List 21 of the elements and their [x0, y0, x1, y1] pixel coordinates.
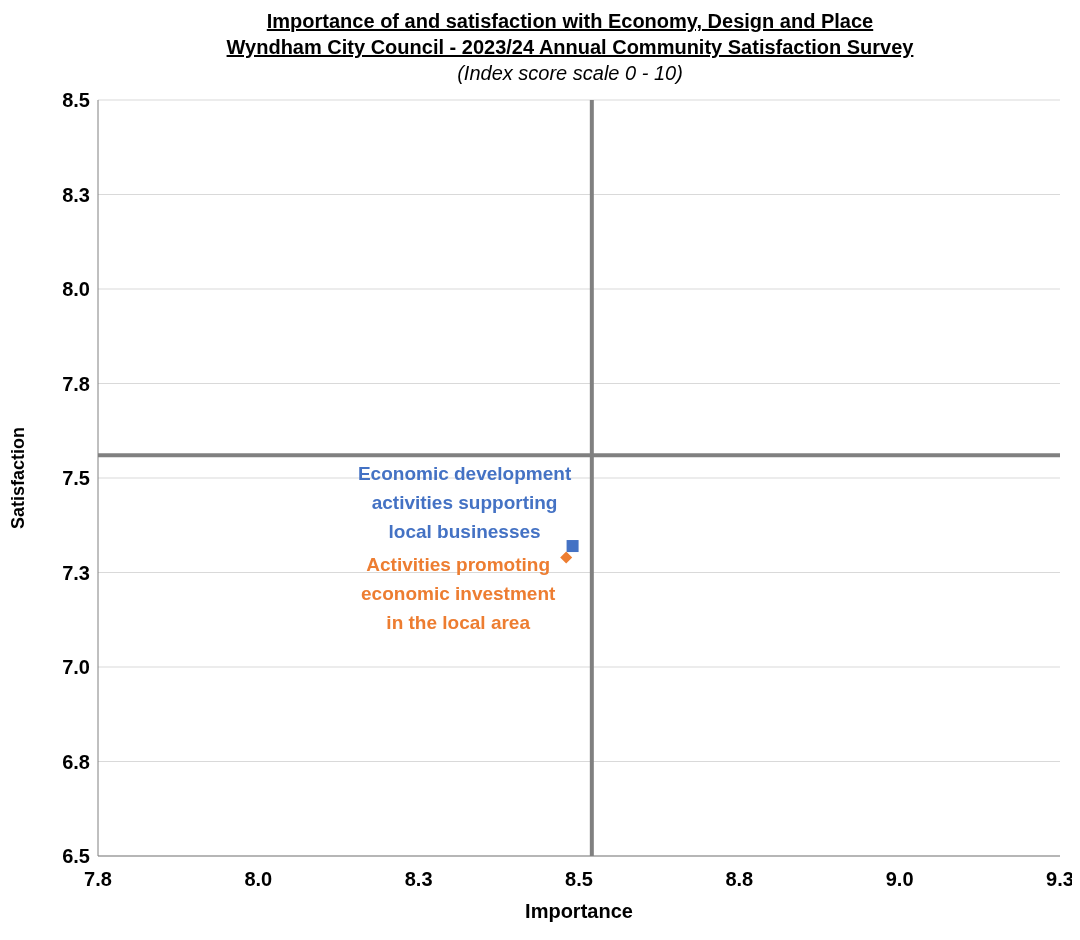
x-tick-label: 8.8 — [725, 868, 754, 891]
y-tick-label: 8.3 — [62, 183, 90, 206]
y-tick-label: 6.8 — [62, 750, 90, 773]
series-label: Activities promoting economic investment in the local area — [361, 554, 556, 634]
y-tick-label: 8.0 — [62, 278, 90, 301]
y-tick-label: 6.5 — [62, 845, 90, 868]
x-tick-label: 8.3 — [404, 868, 433, 891]
y-tick-label: 7.5 — [62, 467, 90, 490]
series-label: Economic development activities supporting local businesses — [357, 463, 572, 543]
y-tick-label: 8.5 — [62, 89, 90, 112]
x-tick-label: 7.8 — [84, 868, 112, 891]
chart-subtitle: (Index score scale 0 - 10) — [456, 61, 684, 86]
x-tick-label: 8.0 — [244, 868, 273, 891]
x-tick-label: 9.0 — [885, 868, 914, 891]
x-tick-label: 8.5 — [565, 868, 593, 891]
y-tick-label: 7.3 — [62, 561, 90, 584]
y-tick-label: 7.0 — [62, 656, 90, 679]
y-tick-label: 7.8 — [62, 372, 90, 395]
y-axis-title: Satisfaction — [8, 426, 29, 530]
x-axis-title: Importance — [525, 900, 633, 922]
chart-title: Importance of and satisfaction with Economy, Design and Place Wyndham City Council - 2023/24 Annual Community Satisfaction Survey — [225, 9, 915, 60]
